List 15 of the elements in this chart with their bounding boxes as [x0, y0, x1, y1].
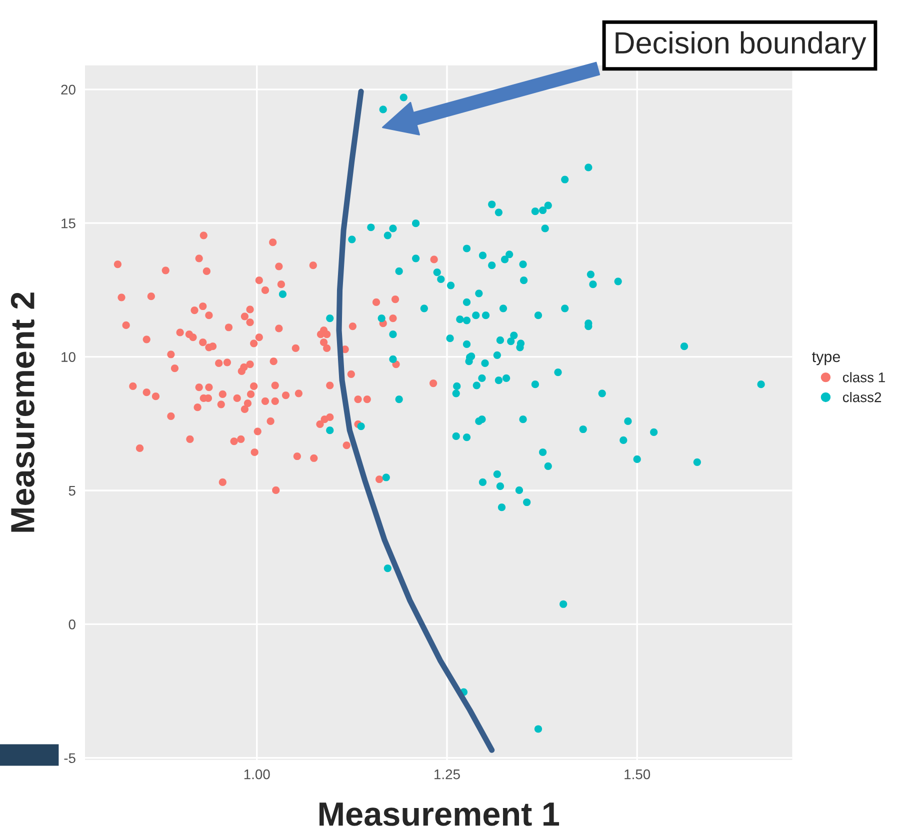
legend-title: type: [812, 352, 840, 366]
legend-label: class2: [842, 392, 882, 402]
y-tick-label: 15: [62, 218, 76, 228]
y-tick-label: -5: [64, 753, 76, 764]
x-tick-label: 1.50: [624, 769, 650, 780]
y-axis-title: Measurement 2: [10, 292, 34, 532]
x-axis-title: Measurement 1: [320, 802, 560, 826]
text: Decision boundary: [616, 31, 866, 60]
y-tick-label: 0: [68, 620, 76, 630]
y-tick-label: 20: [61, 84, 76, 95]
x-tick-label: 1.00: [244, 769, 270, 780]
legend-label: class 1: [842, 372, 885, 382]
y-tick-label: 10: [62, 352, 76, 362]
x-tick-label: 1.25: [434, 769, 460, 780]
y-tick-label: 5: [68, 486, 76, 496]
